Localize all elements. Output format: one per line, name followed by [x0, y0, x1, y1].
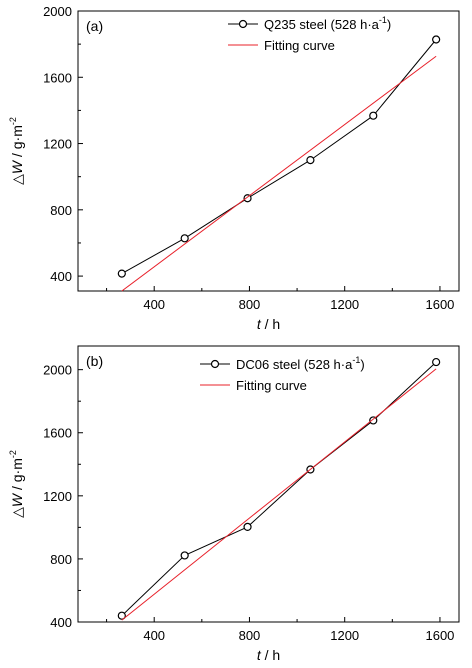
legend-label: DC06 steel (528 h·a-1) — [236, 355, 365, 372]
data-point — [369, 111, 378, 120]
x-tick-label: 400 — [143, 297, 165, 312]
data-point — [180, 234, 189, 243]
plot-frame — [77, 10, 460, 292]
x-tick-label: 1200 — [330, 297, 359, 312]
data-point — [117, 269, 126, 278]
y-tick-label: 800 — [50, 552, 72, 567]
data-point — [180, 551, 189, 560]
legend-marker — [238, 19, 248, 29]
y-axis-label-exponent: -2 — [8, 450, 18, 458]
legend-label-tail: ) — [360, 357, 364, 372]
legend-label: Q235 steel (528 h·a-1) — [264, 15, 391, 32]
legend-label: Fitting curve — [264, 38, 335, 53]
panel-label: (a) — [86, 18, 103, 34]
x-tick-label: 800 — [239, 297, 261, 312]
x-tick-label: 1200 — [330, 628, 359, 643]
y-tick-label: 1600 — [43, 70, 72, 85]
y-tick-label: 1600 — [43, 426, 72, 441]
y-tick-label: 2000 — [43, 363, 72, 378]
data-point — [243, 522, 252, 531]
data-point — [243, 194, 252, 203]
y-axis-label-delta: △ — [9, 507, 25, 518]
data-point — [369, 416, 378, 425]
plot-frame — [77, 345, 460, 623]
x-tick-label: 800 — [239, 628, 261, 643]
legend-label-text: Fitting curve — [264, 38, 335, 53]
y-axis-label-delta: △ — [9, 174, 25, 185]
legend-label-tail: ) — [387, 17, 391, 32]
x-tick-label: 1600 — [425, 297, 454, 312]
panel-a: 400 800 1200 1600 400 800 1200 1600 2000 t / h △W … — [8, 4, 460, 332]
legend-label-exponent: -1 — [352, 355, 360, 365]
y-axis-label-symbol: W — [9, 159, 25, 174]
legend-marker — [210, 359, 220, 369]
y-axis-label-unit: / g·m — [9, 458, 25, 494]
legend-label-text: DC06 steel (528 h·a — [236, 357, 353, 372]
data-point — [117, 611, 126, 620]
x-tick-label: 1600 — [425, 628, 454, 643]
y-tick-label: 400 — [50, 269, 72, 284]
x-axis-label-symbol: t — [257, 316, 262, 332]
x-axis-label: t / h — [257, 647, 280, 663]
fitting-curve-line — [121, 368, 437, 621]
data-point — [432, 35, 441, 44]
x-tick-label: 400 — [143, 628, 165, 643]
y-axis-label: △W / g·m-2 — [8, 450, 25, 518]
panel-label: (b) — [86, 353, 103, 369]
y-axis-label-symbol: W — [9, 492, 25, 507]
y-axis-label-exponent: -2 — [8, 117, 18, 125]
x-axis-label-unit: / h — [261, 647, 280, 663]
legend-label-exponent: -1 — [379, 15, 387, 25]
data-point — [432, 357, 441, 367]
panel-b: 400 800 1200 1600 400 800 1200 1600 2000 t / h △W … — [8, 345, 460, 663]
y-tick-label: 400 — [50, 615, 72, 630]
y-tick-label: 2000 — [43, 4, 72, 19]
y-tick-label: 800 — [50, 203, 72, 218]
x-axis-label-unit: / h — [261, 316, 280, 332]
data-point — [306, 156, 315, 165]
y-axis-label-unit: / g·m — [9, 125, 25, 161]
x-axis-label: t / h — [257, 316, 280, 332]
data-series-line — [121, 361, 437, 617]
y-tick-label: 1200 — [43, 137, 72, 152]
data-series-line — [121, 39, 437, 275]
legend-label-text: Q235 steel (528 h·a — [264, 17, 380, 32]
y-tick-label: 1200 — [43, 489, 72, 504]
x-axis-label-symbol: t — [257, 647, 262, 663]
y-axis-label: △W / g·m-2 — [8, 117, 25, 185]
fitting-curve-line — [121, 55, 437, 292]
legend-label-text: Fitting curve — [236, 378, 307, 393]
legend-label: Fitting curve — [236, 378, 307, 393]
